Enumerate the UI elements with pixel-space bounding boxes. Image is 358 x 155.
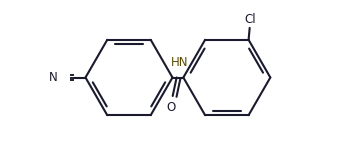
Text: HN: HN bbox=[170, 56, 188, 69]
Text: Cl: Cl bbox=[244, 13, 256, 26]
Text: N: N bbox=[49, 71, 58, 84]
Text: O: O bbox=[166, 101, 175, 114]
